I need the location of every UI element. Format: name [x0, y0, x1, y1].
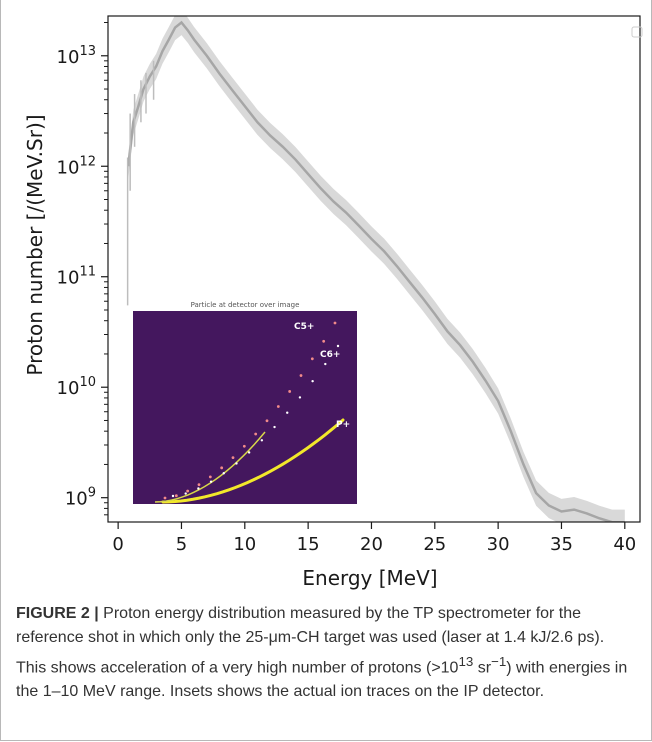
ion-dot: [276, 405, 280, 408]
ion-dot: [336, 344, 340, 348]
ion-dot: [163, 496, 167, 500]
ion-dot: [231, 456, 235, 460]
y-axis-label: Proton number [/(MeV.Sr)]: [23, 114, 47, 375]
ion-dot: [286, 411, 289, 414]
inset-trace-label: P+: [336, 420, 350, 430]
x-tick-label: 35: [550, 534, 573, 555]
inset-background: [133, 311, 357, 504]
figure-caption: FIGURE 2 | Proton energy distribution me…: [16, 602, 638, 704]
ion-dot: [220, 466, 224, 470]
inset-image: Particle at detector over image C5+ C6+ P+: [133, 301, 357, 504]
y-tick-label: 1012: [57, 154, 96, 178]
inset-title: Particle at detector over image: [191, 301, 300, 309]
y-tick-label: 1010: [57, 375, 96, 399]
plot-area: [126, 16, 625, 522]
legend-box: [631, 26, 643, 38]
y-tick-label: 1011: [57, 265, 96, 289]
ion-dot: [174, 494, 178, 498]
x-tick-label: 20: [360, 534, 383, 555]
inset-trace-label: C6+: [320, 350, 340, 360]
ion-dot: [333, 321, 337, 325]
ion-dot: [186, 489, 190, 493]
proton-spectrum-chart: Particle at detector over imageC5+C6+P+ …: [23, 15, 643, 590]
x-tick-label: 30: [487, 534, 510, 555]
ion-dot: [209, 480, 213, 483]
plot-frame: [107, 15, 641, 523]
ion-dot: [298, 396, 302, 399]
caption-superscript-1: 13: [458, 654, 474, 669]
ion-dot: [171, 494, 175, 498]
ion-dot: [310, 357, 314, 361]
ion-dot: [324, 362, 327, 366]
ion-dot: [242, 444, 246, 448]
x-tick-label: 10: [233, 534, 256, 555]
caption-text: Proton energy distribution measured by t…: [16, 605, 605, 677]
x-tick-label: 0: [112, 534, 123, 555]
x-tick-label: 15: [297, 534, 320, 555]
ion-dot: [222, 472, 225, 475]
x-axis-label: Energy [MeV]: [302, 566, 437, 590]
y-tick-label: 1013: [57, 44, 96, 68]
ion-dot: [247, 451, 251, 454]
ion-dot: [322, 339, 326, 343]
ion-dot: [235, 462, 238, 465]
ion-dot: [288, 390, 292, 393]
ion-dot: [197, 487, 200, 490]
caption-text-2: sr: [473, 659, 492, 677]
x-tick-label: 5: [176, 534, 187, 555]
inset-trace-label: C5+: [294, 322, 314, 332]
caption-superscript-2: −1: [491, 654, 507, 669]
ion-dot: [265, 419, 269, 423]
caption-text-3: ) with energies in the 1–10 MeV range. I…: [16, 659, 628, 701]
y-tick-label: 109: [65, 486, 96, 510]
ion-dot: [184, 492, 187, 495]
x-tick-label: 25: [423, 534, 446, 555]
ion-dot: [208, 475, 212, 479]
ion-dot: [260, 439, 264, 442]
axes: 0 5 10 15 20 25 30 35 40 109 1010 1011 1012 1013: [57, 15, 643, 555]
ion-trace: [154, 431, 266, 503]
spectrum-line: [127, 20, 625, 522]
proton-trace: [161, 418, 345, 504]
figure-label: FIGURE 2 |: [16, 605, 99, 622]
x-tick-label: 40: [613, 534, 636, 555]
uncertainty-band: [128, 16, 625, 522]
ion-dot: [311, 379, 314, 383]
ion-dot: [254, 432, 258, 436]
ion-dot: [197, 483, 201, 487]
ion-dot: [299, 374, 303, 377]
ion-dot: [273, 425, 276, 429]
